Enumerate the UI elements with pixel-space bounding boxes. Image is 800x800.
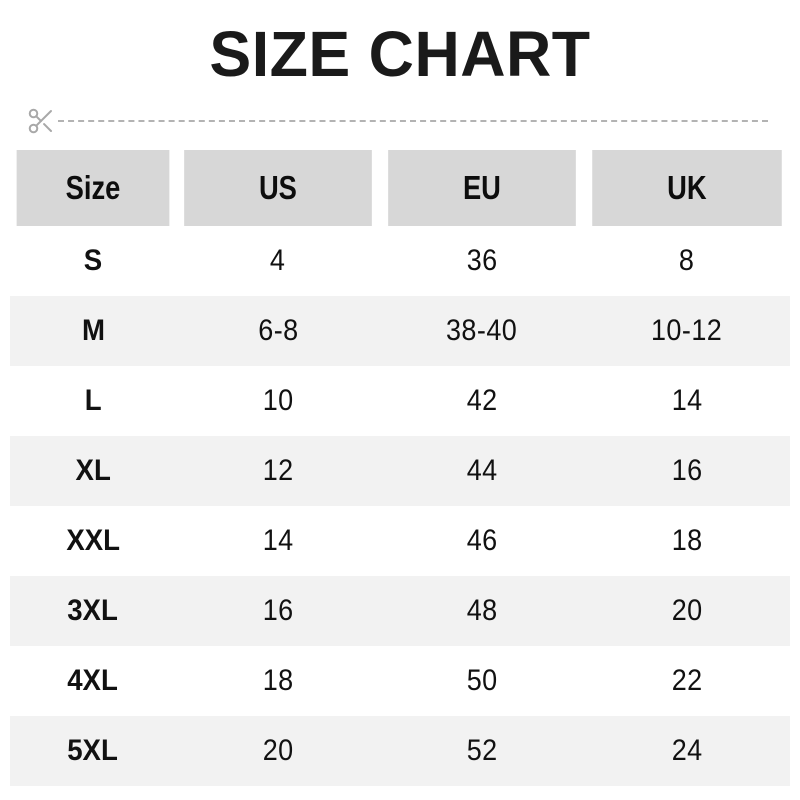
- cell-us: 12: [176, 436, 380, 506]
- table-row: L 10 42 14: [10, 366, 790, 436]
- cell-us: 20: [176, 716, 380, 786]
- cell-eu-value: 44: [466, 454, 498, 487]
- cut-line: [26, 104, 774, 138]
- cell-us-value: 10: [262, 384, 294, 417]
- cell-eu: 52: [380, 716, 584, 786]
- table-row: S 4 36 8: [10, 226, 790, 296]
- cell-uk-value: 18: [671, 524, 703, 557]
- cell-us-value: 16: [262, 594, 294, 627]
- column-header-us: US: [184, 150, 372, 226]
- cell-eu: 48: [380, 576, 584, 646]
- cell-us: 18: [176, 646, 380, 716]
- cell-eu: 46: [380, 506, 584, 576]
- cell-us: 4: [176, 226, 380, 296]
- cell-us-value: 20: [262, 734, 294, 767]
- cell-size: S: [10, 226, 176, 296]
- cell-uk-value: 20: [671, 594, 703, 627]
- cell-size-value: XXL: [66, 524, 120, 557]
- cell-eu: 44: [380, 436, 584, 506]
- cell-size-value: XL: [75, 454, 111, 487]
- cell-us-value: 6-8: [257, 314, 299, 347]
- column-header-us-label: US: [259, 169, 297, 206]
- table-body: S 4 36 8 M 6-8 38-40 10-12 L 10 42 14 XL…: [10, 226, 790, 786]
- cell-size-value: 4XL: [67, 664, 119, 697]
- table-row: 5XL 20 52 24: [10, 716, 790, 786]
- cell-eu-value: 50: [466, 664, 498, 697]
- cell-size-value: M: [81, 314, 105, 347]
- table-row: XL 12 44 16: [10, 436, 790, 506]
- cell-size-value: S: [83, 244, 103, 277]
- table-row: 3XL 16 48 20: [10, 576, 790, 646]
- column-header-uk: UK: [592, 150, 782, 226]
- cell-eu-value: 52: [466, 734, 498, 767]
- column-header-uk-label: UK: [667, 169, 707, 206]
- table-row: XXL 14 46 18: [10, 506, 790, 576]
- cell-eu: 50: [380, 646, 584, 716]
- cell-uk: 14: [584, 366, 790, 436]
- cell-size-value: 5XL: [67, 734, 119, 767]
- cell-uk: 24: [584, 716, 790, 786]
- cell-uk: 18: [584, 506, 790, 576]
- cell-uk: 8: [584, 226, 790, 296]
- scissors-icon: [26, 106, 56, 136]
- cell-size-value: L: [84, 384, 102, 417]
- cell-us: 16: [176, 576, 380, 646]
- cell-uk-value: 8: [679, 244, 695, 277]
- header-row: Size US EU UK: [10, 150, 790, 226]
- cell-size: M: [10, 296, 176, 366]
- column-header-size-label: Size: [65, 169, 121, 206]
- page-title: SIZE CHART: [209, 18, 591, 90]
- cell-eu-value: 42: [466, 384, 498, 417]
- cell-size: 5XL: [10, 716, 176, 786]
- cell-us-value: 4: [270, 244, 286, 277]
- cell-us-value: 18: [262, 664, 294, 697]
- cell-eu: 38-40: [380, 296, 584, 366]
- cell-eu-value: 38-40: [446, 314, 518, 347]
- cell-uk: 16: [584, 436, 790, 506]
- cell-size: 4XL: [10, 646, 176, 716]
- table-row: 4XL 18 50 22: [10, 646, 790, 716]
- cell-uk-value: 16: [671, 454, 703, 487]
- table-row: M 6-8 38-40 10-12: [10, 296, 790, 366]
- cell-uk-value: 22: [671, 664, 703, 697]
- column-header-eu: EU: [388, 150, 576, 226]
- cell-us: 10: [176, 366, 380, 436]
- cut-dash-line: [58, 120, 768, 122]
- column-header-eu-label: EU: [463, 169, 501, 206]
- cell-size: XL: [10, 436, 176, 506]
- cell-us-value: 14: [262, 524, 294, 557]
- cell-us: 6-8: [176, 296, 380, 366]
- cell-us-value: 12: [262, 454, 294, 487]
- cell-size-value: 3XL: [67, 594, 119, 627]
- column-header-size: Size: [16, 150, 170, 226]
- cell-uk: 22: [584, 646, 790, 716]
- cell-eu: 42: [380, 366, 584, 436]
- cell-eu-value: 46: [466, 524, 498, 557]
- cell-size: XXL: [10, 506, 176, 576]
- cell-eu-value: 48: [466, 594, 498, 627]
- table-header: Size US EU UK: [10, 150, 790, 226]
- cell-uk-value: 14: [671, 384, 703, 417]
- cell-uk: 20: [584, 576, 790, 646]
- cell-eu: 36: [380, 226, 584, 296]
- cell-us: 14: [176, 506, 380, 576]
- size-chart-table: Size US EU UK S 4 36 8 M 6-8 38-40 10-12…: [10, 150, 790, 786]
- cell-uk-value: 10-12: [651, 314, 723, 347]
- cell-uk-value: 24: [671, 734, 703, 767]
- cell-size: L: [10, 366, 176, 436]
- cell-eu-value: 36: [466, 244, 498, 277]
- cell-uk: 10-12: [584, 296, 790, 366]
- cell-size: 3XL: [10, 576, 176, 646]
